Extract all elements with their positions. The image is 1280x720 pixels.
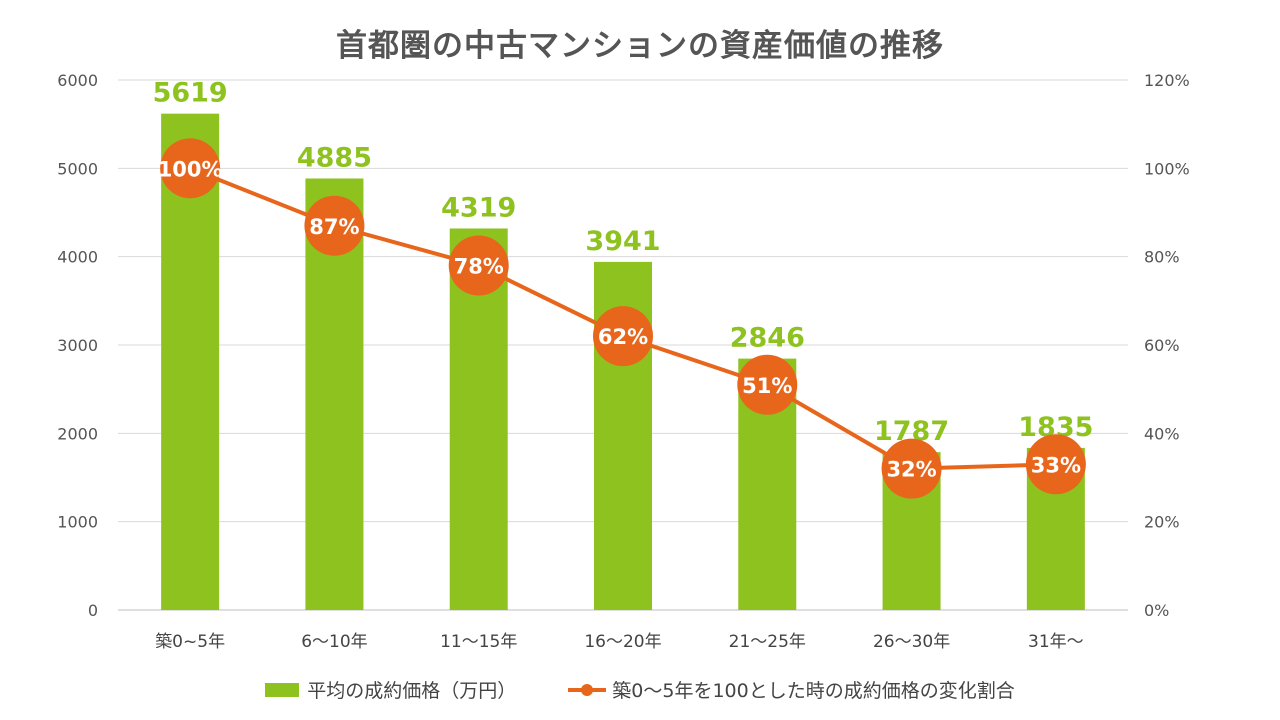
ratio-marker <box>593 306 653 367</box>
bar-value-label: 3941 <box>585 226 660 257</box>
chart-legend: 平均の成約価格（万円） 築0～5年を100とした時の成約価格の変化割合 <box>0 676 1280 703</box>
ratio-marker <box>737 354 798 415</box>
ratio-markers: 100% 87% 78% 62% 51% 32% 33% <box>158 138 1086 499</box>
x-tick-label: 21～25年 <box>729 632 806 652</box>
y-right-tick-label: 100% <box>1144 159 1190 178</box>
ratio-label: 32% <box>886 458 936 482</box>
x-tick-label: 6～10年 <box>301 632 367 652</box>
legend-item-bar: 平均の成約価格（万円） <box>265 676 516 703</box>
x-tick-label: 16～20年 <box>584 632 661 652</box>
ratio-label: 78% <box>454 255 504 279</box>
x-axis-category-labels: 築0~5年 6～10年 11～15年 16～20年 21～25年 26～30年 31年～ <box>155 632 1083 652</box>
y-right-tick-label: 0% <box>1144 601 1169 620</box>
legend-swatch-bar <box>265 682 300 697</box>
y-left-tick-label: 1000 <box>57 513 98 532</box>
ratio-marker <box>1025 434 1086 495</box>
bar-value-label: 4319 <box>441 192 516 223</box>
y-right-tick-label: 20% <box>1144 513 1180 532</box>
legend-label-line: 築0～5年を100とした時の成約価格の変化割合 <box>612 680 1015 702</box>
chart-title: 首都圏の中古マンションの資産価値の推移 <box>336 28 944 64</box>
ratio-label: 100% <box>158 157 223 181</box>
ratio-label: 51% <box>742 374 792 398</box>
ratio-marker <box>881 438 942 499</box>
y-left-tick-label: 2000 <box>57 424 98 443</box>
x-tick-label: 26～30年 <box>873 632 950 652</box>
y-left-tick-label: 5000 <box>57 159 98 178</box>
x-tick-label: 11～15年 <box>440 632 517 652</box>
x-tick-label: 築0~5年 <box>155 632 225 652</box>
bar-value-label: 4885 <box>297 142 372 173</box>
bar-value-label: 2846 <box>730 323 805 354</box>
chart-plot: 0 1000 2000 3000 4000 5000 6000 0% 20% 40% 60% 80%… <box>57 71 1190 652</box>
ratio-marker <box>304 195 365 256</box>
y-axis-right: 0% 20% 40% 60% 80% 100% 120% <box>1144 71 1190 620</box>
y-left-tick-label: 6000 <box>57 71 98 90</box>
y-axis-left: 0 1000 2000 3000 4000 5000 6000 <box>57 71 98 620</box>
ratio-label: 33% <box>1031 453 1081 477</box>
y-right-tick-label: 120% <box>1144 71 1190 90</box>
y-left-tick-label: 4000 <box>57 248 98 267</box>
ratio-marker <box>160 138 221 199</box>
y-right-tick-label: 80% <box>1144 248 1180 267</box>
ratio-marker <box>448 235 509 296</box>
y-left-tick-label: 3000 <box>57 336 98 355</box>
y-right-tick-label: 40% <box>1144 424 1180 443</box>
ratio-label: 87% <box>309 215 359 239</box>
x-tick-label: 31年～ <box>1028 632 1084 652</box>
legend-item-line: 築0～5年を100とした時の成約価格の変化割合 <box>568 676 1015 703</box>
bar-value-label: 5619 <box>153 78 228 109</box>
ratio-label: 62% <box>598 325 648 349</box>
y-right-tick-label: 60% <box>1144 336 1180 355</box>
legend-label-bar: 平均の成約価格（万円） <box>307 680 517 702</box>
legend-swatch-line <box>568 683 607 697</box>
y-left-tick-label: 0 <box>88 601 98 620</box>
